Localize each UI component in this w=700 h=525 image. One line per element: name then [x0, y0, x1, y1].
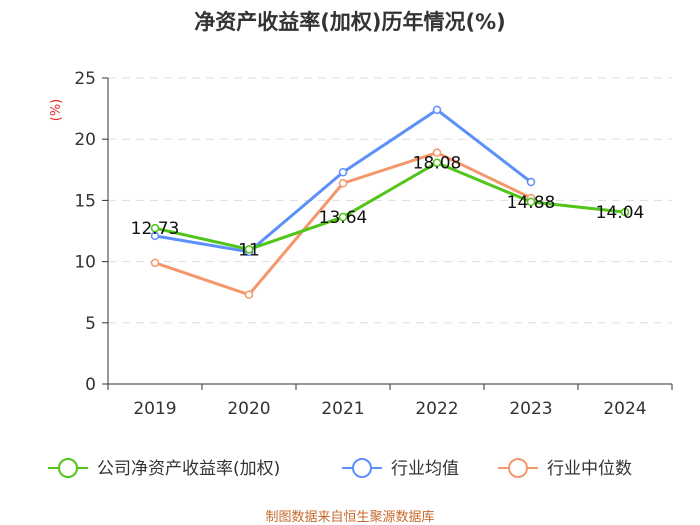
data-label: 14.04 [596, 203, 645, 223]
y-tick-label: 25 [74, 69, 96, 89]
data-point [244, 245, 254, 254]
legend-marker [352, 458, 372, 478]
legend-label: 行业中位数 [547, 459, 632, 479]
legend-item-0: 公司净资产收益率(加权) [48, 458, 280, 479]
y-tick-label: 10 [74, 253, 96, 273]
legend-label: 公司净资产收益率(加权) [97, 459, 280, 479]
series-0 [150, 158, 630, 254]
legend-label: 行业均值 [391, 459, 459, 479]
data-label: 11 [238, 240, 260, 260]
y-tick-label: 0 [85, 375, 96, 395]
grid-lines [108, 77, 672, 324]
data-point [432, 158, 442, 167]
data-point [338, 212, 348, 222]
data-point [244, 290, 254, 299]
x-tick-label: 2020 [227, 399, 270, 419]
legend-item-2: 行业中位数 [498, 458, 632, 479]
data-label: 13.64 [319, 208, 368, 228]
data-labels: 12.73 11 13.64 18.08 14.88 14.04 [131, 154, 645, 261]
data-point [432, 148, 442, 157]
data-point [620, 207, 630, 217]
legend-item-1: 行业均值 [342, 458, 459, 479]
y-tick-label: 5 [85, 314, 96, 334]
data-point [150, 223, 160, 233]
source-note: 制图数据来自恒生聚源数据库 [265, 510, 435, 525]
legend-marker [508, 458, 528, 478]
y-tick-label: 20 [74, 130, 96, 150]
legend: 公司净资产收益率(加权) 行业均值 行业中位数 [48, 458, 632, 479]
legend-marker [58, 458, 78, 478]
series-line [154, 161, 626, 251]
data-point [338, 179, 348, 188]
data-point [432, 105, 442, 115]
series-2 [150, 148, 536, 299]
series-lines [150, 105, 630, 299]
axes: 0 5 10 15 20 25 2019 2020 2021 2022 2023 2024 [74, 69, 673, 419]
x-tick-label: 2024 [603, 399, 646, 419]
data-label: 12.73 [131, 219, 180, 239]
data-label: 18.08 [413, 154, 462, 174]
data-point [338, 167, 348, 177]
data-point [526, 197, 536, 207]
data-point [526, 177, 536, 187]
x-tick-label: 2023 [509, 399, 552, 419]
x-tick-label: 2021 [321, 399, 364, 419]
y-tick-label: 15 [74, 191, 96, 211]
x-tick-label: 2022 [415, 399, 458, 419]
x-tick-label: 2019 [133, 399, 176, 419]
data-point [150, 258, 160, 268]
y-axis-unit-label: (%) [49, 99, 64, 122]
data-label: 14.88 [507, 193, 556, 213]
chart-title: 净资产收益率(加权)历年情况(%) [194, 10, 506, 34]
